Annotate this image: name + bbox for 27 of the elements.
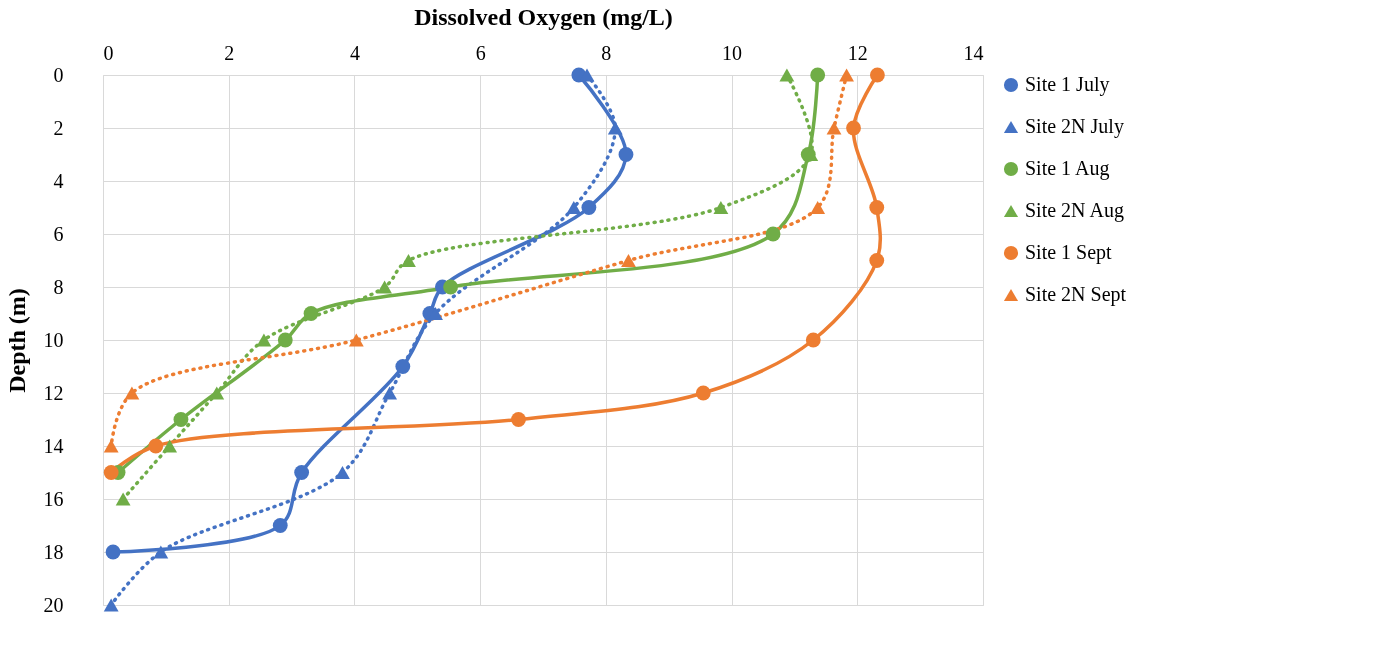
y-tick-label: 2 bbox=[53, 116, 64, 139]
y-tick-label: 12 bbox=[43, 381, 64, 404]
y-axis-title: Depth (m) bbox=[3, 288, 30, 393]
y-tick-label: 18 bbox=[43, 540, 64, 563]
legend-label: Site 2N Aug bbox=[1025, 199, 1124, 222]
x-tick-label: 10 bbox=[722, 41, 743, 64]
y-tick-label: 10 bbox=[43, 328, 64, 351]
x-tick-label: 0 bbox=[103, 41, 114, 64]
legend-label: Site 1 July bbox=[1025, 73, 1110, 96]
y-tick-label: 16 bbox=[43, 487, 64, 510]
x-tick-label: 8 bbox=[601, 41, 612, 64]
x-tick-label: 2 bbox=[224, 41, 235, 64]
x-tick-label: 12 bbox=[847, 41, 868, 64]
y-tick-label: 20 bbox=[43, 593, 64, 616]
y-tick-label: 14 bbox=[43, 434, 64, 457]
y-tick-label: 8 bbox=[53, 275, 64, 298]
x-axis-title: Dissolved Oxygen (mg/L) bbox=[414, 3, 673, 30]
x-tick-label: 6 bbox=[475, 41, 486, 64]
x-tick-label: 4 bbox=[349, 41, 360, 64]
legend-label: Site 1 Aug bbox=[1025, 157, 1110, 180]
legend-label: Site 1 Sept bbox=[1025, 241, 1113, 264]
y-tick-label: 0 bbox=[53, 63, 64, 86]
y-tick-label: 4 bbox=[53, 169, 64, 192]
legend-label: Site 2N July bbox=[1025, 115, 1124, 138]
legend-label: Site 2N Sept bbox=[1025, 283, 1127, 306]
y-tick-label: 6 bbox=[53, 222, 64, 245]
x-tick-label: 14 bbox=[963, 41, 984, 64]
